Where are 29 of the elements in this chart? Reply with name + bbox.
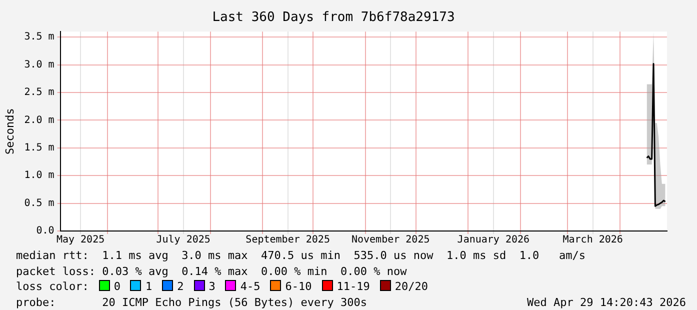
y-tick-label: 3.0 m bbox=[24, 59, 54, 70]
text: 1 bbox=[145, 280, 152, 293]
x-tick-label: July 2025 bbox=[156, 234, 210, 246]
x-tick-label: May 2025 bbox=[56, 234, 105, 246]
x-tick-label: September 2025 bbox=[246, 234, 330, 246]
y-tick-label: 1.0 m bbox=[24, 170, 54, 182]
x-tick-label: November 2025 bbox=[351, 234, 430, 246]
x-tick-label: January 2026 bbox=[457, 234, 530, 246]
y-tick-label: 3.5 m bbox=[24, 32, 54, 43]
chart-title: Last 360 Days from 7b6f78a29173 bbox=[212, 10, 455, 26]
y-tick-label: 0.0 bbox=[36, 226, 54, 237]
text: 3 bbox=[208, 280, 216, 293]
y-tick-label: 0.5 m bbox=[24, 198, 54, 209]
text: 20/20 bbox=[394, 280, 428, 293]
text: 11-19 bbox=[336, 280, 370, 293]
text: Wed Apr 29 14:20:43 2026 bbox=[527, 294, 686, 310]
text: 0 bbox=[114, 280, 120, 293]
y-tick-label: 2.5 m bbox=[24, 87, 54, 98]
text: median rtt: 1.1 ms avg 3.0 ms max 470.5 us min 535.0 us now 1.0 ms sd 1.0 am/s bbox=[16, 249, 586, 262]
y-axis-title: Seconds bbox=[3, 108, 16, 154]
text: 2 bbox=[177, 280, 184, 293]
text: loss color: bbox=[16, 280, 89, 293]
text: 6-10 bbox=[285, 280, 312, 293]
y-tick-label: 2.0 m bbox=[24, 114, 54, 126]
text: packet loss: 0.03 % avg 0.14 % max 0.00 % min 0.00 % now bbox=[16, 264, 407, 278]
text: probe: 20 ICMP Echo Pings (56 Bytes) every 300s bbox=[16, 296, 367, 308]
y-tick-label: 1.5 m bbox=[24, 142, 54, 154]
x-tick-label: March 2026 bbox=[562, 234, 623, 246]
text: 4-5 bbox=[240, 280, 260, 293]
